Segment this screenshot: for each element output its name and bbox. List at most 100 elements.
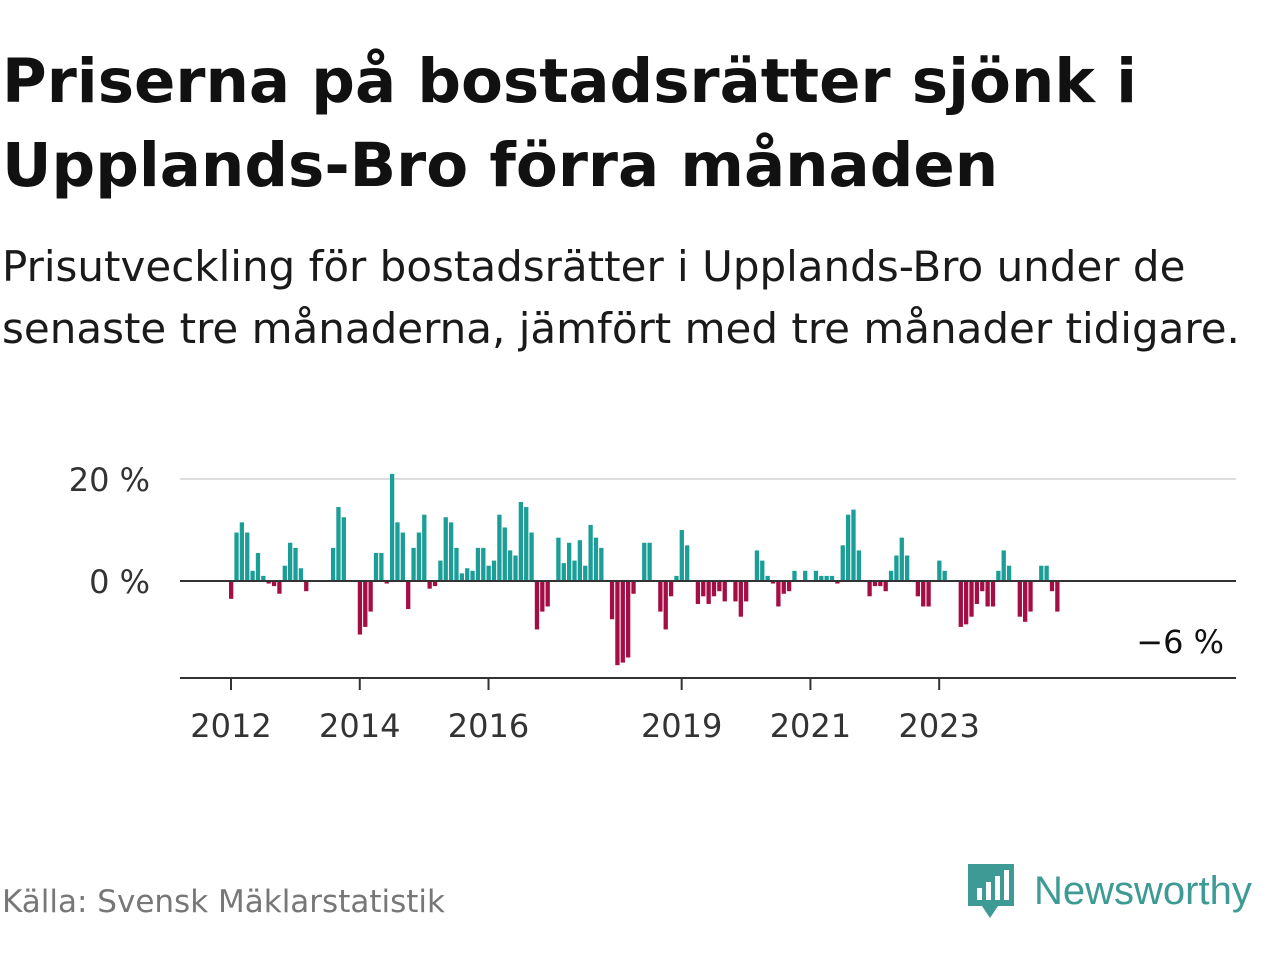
bar — [964, 581, 969, 625]
bar — [491, 560, 497, 581]
bar — [781, 581, 786, 594]
bar — [942, 570, 947, 581]
bar — [642, 542, 647, 581]
bar — [534, 581, 540, 630]
bar — [615, 581, 620, 666]
bar — [341, 517, 346, 581]
bar — [593, 537, 599, 581]
bar — [738, 581, 743, 617]
bar — [245, 532, 250, 581]
bar — [883, 581, 888, 592]
bar — [760, 560, 765, 581]
axis-layer: 0 % 20 % 2012 2014 2016 2019 2021 2023 −6 % — [69, 461, 1236, 745]
bar — [448, 522, 454, 581]
bar — [486, 565, 491, 581]
bar — [459, 573, 464, 581]
x-tick-label: 2016 — [448, 707, 529, 745]
bar — [695, 581, 701, 604]
bar — [432, 581, 438, 587]
x-tick-label: 2021 — [770, 707, 851, 745]
bar — [572, 560, 577, 581]
bar — [626, 581, 631, 658]
bar — [722, 581, 727, 602]
bar — [373, 552, 379, 581]
bar — [293, 547, 298, 581]
newsworthy-logo[interactable]: Newsworthy — [966, 862, 1252, 920]
bar-chart-speech-bubble-icon — [968, 864, 1014, 918]
bar — [561, 563, 566, 581]
bar — [1023, 581, 1028, 622]
bar — [395, 522, 400, 581]
bar — [481, 547, 486, 581]
x-tick-label: 2023 — [898, 707, 979, 745]
bar — [540, 581, 545, 612]
bar — [754, 550, 760, 581]
bar — [583, 565, 588, 581]
bar — [770, 581, 776, 584]
bar — [851, 509, 856, 581]
bar — [765, 575, 770, 581]
bar — [894, 555, 899, 581]
bar — [443, 517, 448, 581]
bar — [915, 581, 921, 597]
bar — [969, 581, 974, 617]
bar — [336, 507, 341, 581]
bar — [266, 581, 271, 584]
bar — [529, 532, 534, 581]
last-value-label: −6 % — [1136, 623, 1224, 661]
bar — [631, 581, 636, 594]
bar — [384, 581, 389, 584]
bar — [507, 550, 513, 581]
logo-wordmark: Newsworthy — [1034, 868, 1252, 913]
bar — [465, 568, 470, 581]
bar — [904, 555, 910, 581]
bar — [819, 575, 824, 581]
bar — [845, 514, 851, 581]
bar — [1028, 581, 1033, 612]
bar — [422, 514, 427, 581]
bar — [856, 550, 862, 581]
bar — [835, 581, 840, 584]
bar — [888, 570, 894, 581]
bar — [470, 570, 475, 581]
bar — [701, 581, 706, 597]
bar — [1006, 565, 1012, 581]
bar — [255, 552, 261, 581]
bar — [250, 570, 255, 581]
bar — [513, 555, 518, 581]
bar — [733, 581, 738, 602]
bar — [829, 575, 835, 581]
bar — [518, 501, 524, 581]
bar — [786, 581, 792, 592]
bar — [717, 581, 722, 592]
bar — [239, 522, 245, 581]
y-tick-label: 20 % — [69, 461, 150, 499]
bar — [996, 570, 1001, 581]
bar — [620, 581, 625, 663]
bar — [663, 581, 668, 630]
bar — [545, 581, 550, 607]
bar — [416, 532, 422, 581]
bar — [271, 581, 277, 587]
bar — [234, 532, 239, 581]
bar — [427, 581, 432, 589]
bar — [899, 537, 904, 581]
bar-chart: 0 % 20 % 2012 2014 2016 2019 2021 2023 −6 % — [69, 461, 1236, 745]
bar — [1001, 550, 1006, 581]
bar — [330, 547, 336, 581]
bar — [438, 560, 443, 581]
bar — [556, 537, 561, 581]
bar — [288, 542, 293, 581]
bar — [379, 552, 384, 581]
bar — [744, 581, 749, 602]
bar — [980, 581, 985, 592]
bar — [1044, 565, 1049, 581]
bar — [813, 570, 819, 581]
chart-subtitle: Prisutveckling för bostadsrätter i Uppla… — [2, 242, 1240, 353]
bar — [878, 581, 883, 587]
bar — [368, 581, 373, 612]
bar — [985, 581, 990, 607]
bar — [647, 542, 652, 581]
bar — [1017, 581, 1022, 617]
bar — [406, 581, 411, 610]
